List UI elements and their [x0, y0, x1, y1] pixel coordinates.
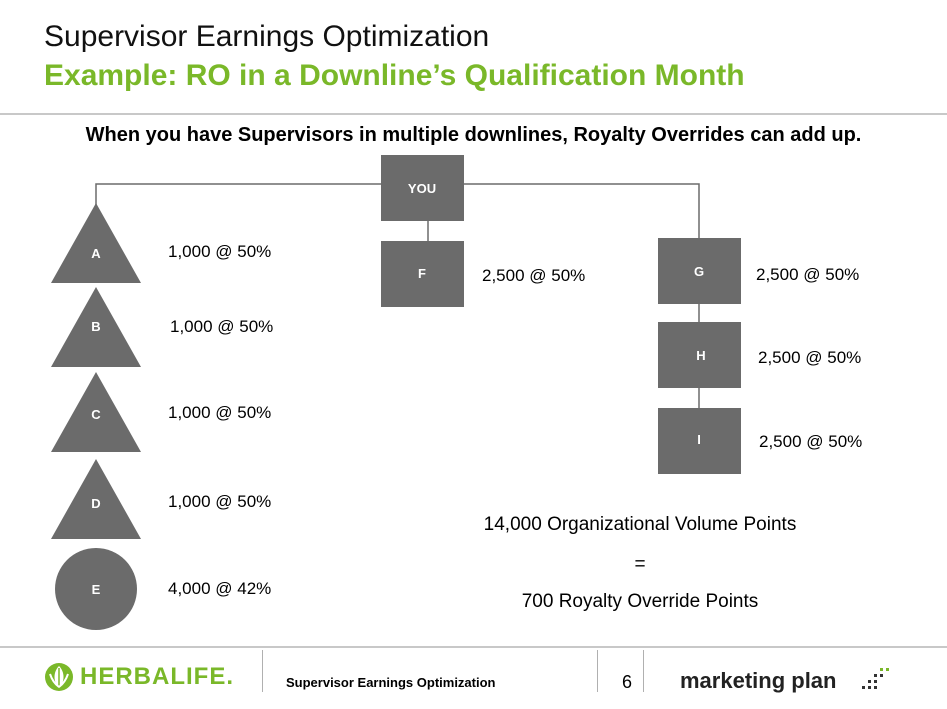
footer-title: Supervisor Earnings Optimization — [286, 675, 496, 690]
node-f: F — [381, 241, 464, 307]
page-number: 6 — [622, 672, 633, 692]
node-c-label: C — [91, 407, 101, 422]
node-h: H — [658, 322, 741, 388]
node-b-value: 1,000 @ 50% — [170, 317, 274, 336]
summary-equals: = — [634, 554, 646, 575]
node-h-value: 2,500 @ 50% — [758, 348, 862, 367]
connector-you-g — [464, 183, 700, 238]
node-d-value: 1,000 @ 50% — [168, 492, 272, 511]
node-a-label: A — [91, 246, 101, 261]
node-d: D — [51, 459, 141, 539]
node-g-label: G — [694, 264, 704, 279]
node-e-label: E — [92, 582, 101, 597]
leaf-icon — [45, 663, 73, 691]
node-i: I — [658, 408, 741, 474]
node-b-label: B — [91, 319, 100, 334]
node-h-label: H — [696, 348, 705, 363]
headline: When you have Supervisors in multiple do… — [85, 124, 862, 146]
node-you: YOU — [381, 155, 464, 221]
node-c: C — [51, 372, 141, 452]
connector-you-a — [95, 183, 381, 205]
summary-volume: 14,000 Organizational Volume Points — [483, 514, 797, 535]
node-i-value: 2,500 @ 50% — [759, 432, 863, 451]
footer-separator — [643, 650, 644, 692]
herbalife-logo: HERBALIFE. — [44, 662, 234, 692]
footer-separator — [262, 650, 263, 692]
node-e: E — [55, 548, 137, 630]
page-subtitle: Example: RO in a Downline’s Qualificatio… — [44, 59, 745, 92]
node-i-label: I — [697, 432, 701, 447]
node-e-value: 4,000 @ 42% — [168, 579, 272, 598]
node-f-value: 2,500 @ 50% — [482, 266, 586, 285]
footer-divider — [0, 646, 947, 648]
node-d-label: D — [91, 496, 100, 511]
node-g: G — [658, 238, 741, 304]
node-g-value: 2,500 @ 50% — [756, 265, 860, 284]
marketing-plan-brand: marketing plan — [680, 668, 837, 693]
node-a-value: 1,000 @ 50% — [168, 242, 272, 261]
summary-royalty: 700 Royalty Override Points — [521, 591, 759, 612]
dots-icon — [862, 668, 889, 689]
footer-separator — [597, 650, 598, 692]
node-a: A — [51, 203, 141, 283]
header-divider — [0, 113, 947, 115]
page-title: Supervisor Earnings Optimization — [44, 20, 490, 53]
node-c-value: 1,000 @ 50% — [168, 403, 272, 422]
connector-lines — [95, 183, 700, 408]
node-you-label: YOU — [408, 181, 436, 196]
node-b: B — [51, 287, 141, 367]
logo-text: HERBALIFE. — [80, 663, 234, 690]
node-f-label: F — [418, 266, 426, 281]
